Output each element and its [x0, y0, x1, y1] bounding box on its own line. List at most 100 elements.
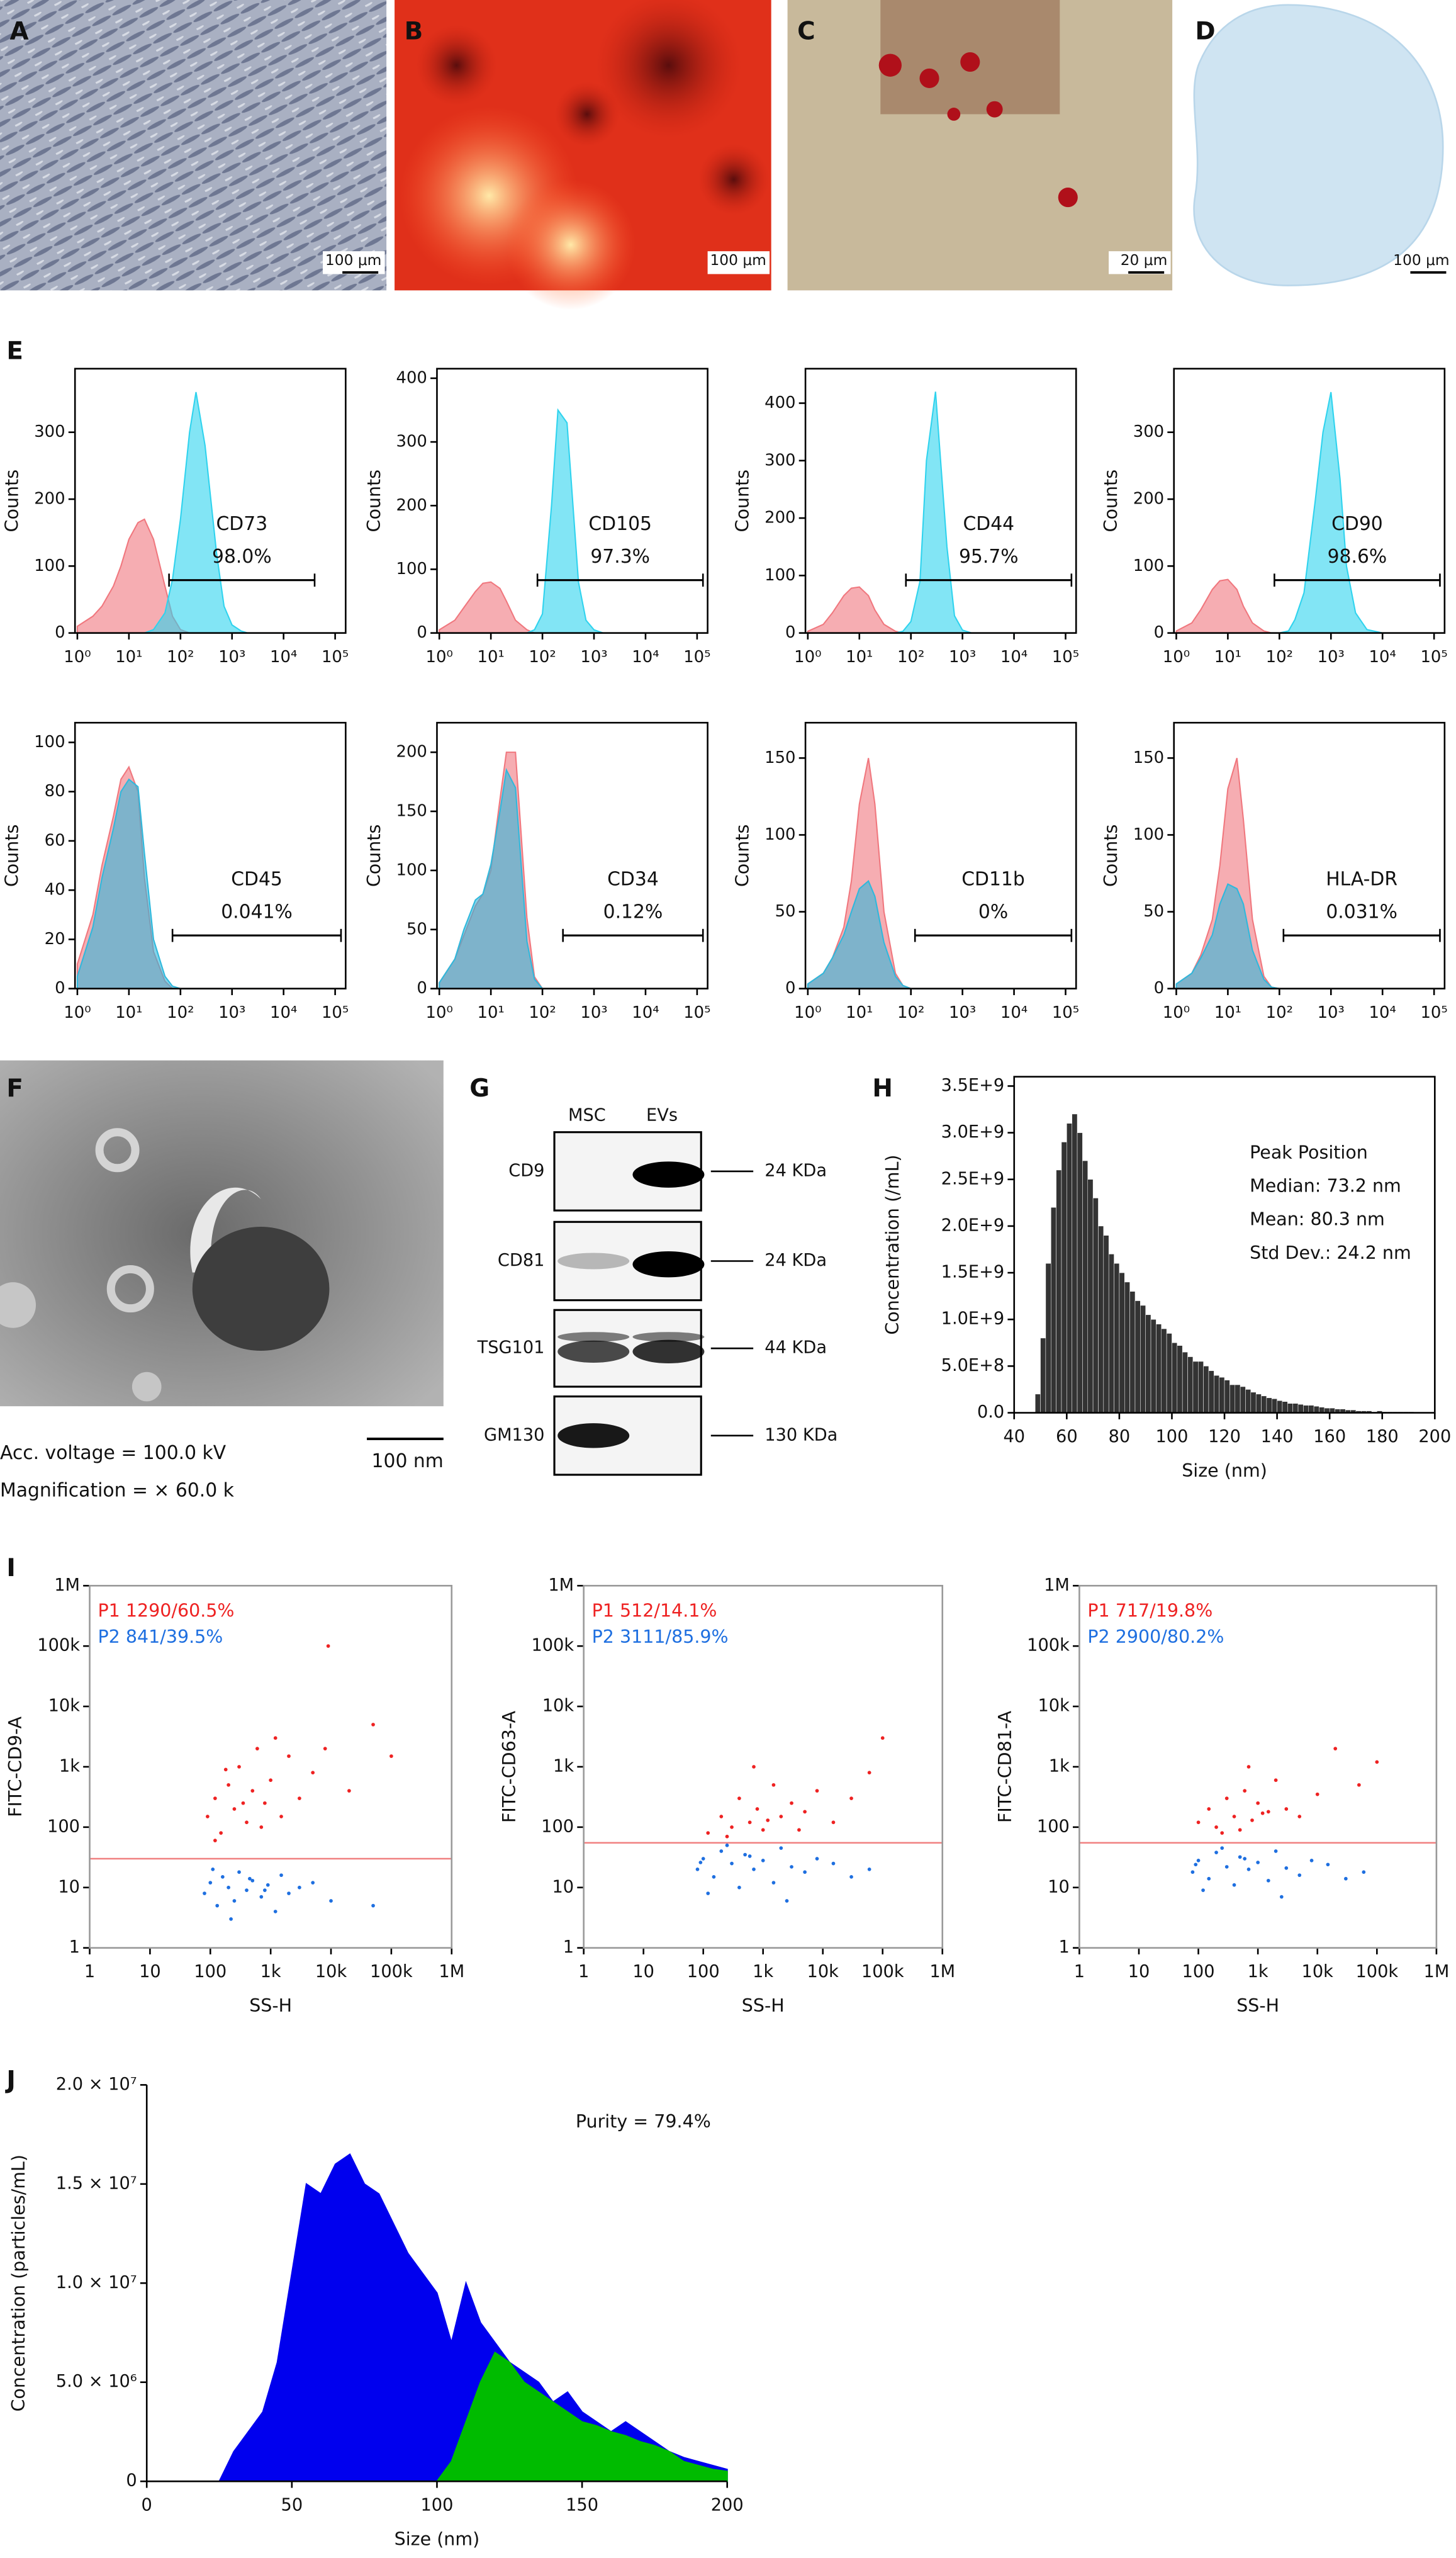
- bar: [1214, 1375, 1219, 1413]
- bar: [1203, 1366, 1209, 1413]
- point: [1250, 1818, 1254, 1822]
- x-tick-label: 160: [1313, 1427, 1346, 1446]
- y-tick-label: 1M: [548, 1575, 574, 1595]
- point: [232, 1807, 237, 1811]
- bar: [1092, 1198, 1099, 1413]
- plot-frame: [583, 1584, 944, 1949]
- bar: [1208, 1370, 1214, 1413]
- point: [725, 1834, 729, 1839]
- point: [1266, 1878, 1270, 1883]
- y-tick-label: 0: [126, 2471, 137, 2491]
- y-tick-label: 1k: [553, 1756, 574, 1776]
- y-tick-label: 150: [764, 748, 795, 767]
- point: [329, 1899, 333, 1903]
- x-tick-label: 100: [1182, 1962, 1215, 1981]
- y-tick-label: 80: [45, 782, 65, 801]
- point: [1284, 1866, 1289, 1870]
- point: [248, 1876, 252, 1881]
- point: [803, 1810, 807, 1814]
- micrograph-c: [787, 0, 1173, 291]
- bar: [1319, 1407, 1325, 1413]
- marker-label: HLA-DR: [1326, 869, 1397, 891]
- annotation: P1 717/19.8%: [1087, 1601, 1212, 1621]
- x-tick-label: 10⁴: [632, 1003, 659, 1022]
- x-tick-label: 10⁵: [1052, 648, 1079, 667]
- x-tick-label: 10⁴: [632, 648, 659, 667]
- x-tick-label: 10²: [1266, 648, 1293, 667]
- point: [223, 1767, 228, 1772]
- point: [1243, 1789, 1247, 1793]
- blot-protein: CD81: [498, 1251, 545, 1270]
- annotation: Mean: 80.3 nm: [1250, 1209, 1385, 1230]
- point: [1238, 1855, 1242, 1859]
- bar: [1240, 1386, 1246, 1413]
- band: [557, 1340, 630, 1363]
- y-tick-label: 200: [396, 743, 427, 762]
- point: [259, 1825, 264, 1829]
- x-tick-label: 100: [1156, 1427, 1189, 1446]
- x-tick-label: 40: [1003, 1427, 1025, 1446]
- y-tick-label: 10: [58, 1877, 80, 1896]
- point: [237, 1870, 241, 1874]
- point: [730, 1825, 734, 1829]
- y-tick-label: 400: [396, 368, 427, 387]
- percent-label: 95.7%: [959, 546, 1019, 568]
- point: [761, 1828, 765, 1832]
- point: [269, 1778, 273, 1783]
- bar: [1313, 1406, 1319, 1413]
- point: [779, 1846, 783, 1850]
- point: [259, 1895, 264, 1899]
- y-tick-label: 300: [396, 432, 427, 451]
- point: [1207, 1807, 1211, 1811]
- y-tick-label: 100k: [531, 1636, 574, 1655]
- percent-label: 0.041%: [221, 901, 293, 923]
- point: [790, 1801, 793, 1805]
- x-tick-label: 10²: [529, 648, 556, 667]
- plot-frame: [74, 721, 347, 989]
- panel-label: G: [469, 1074, 490, 1103]
- bar: [1277, 1400, 1283, 1413]
- x-tick-label: 10¹: [846, 1003, 873, 1022]
- x-tick-label: 10¹: [1214, 648, 1241, 667]
- x-tick-label: 100k: [370, 1962, 413, 1981]
- point: [1196, 1820, 1201, 1825]
- y-axis-label: Counts: [2, 825, 23, 887]
- point: [1344, 1876, 1348, 1881]
- x-axis-label: SS-H: [249, 1995, 292, 2016]
- point: [1274, 1849, 1278, 1853]
- x-tick-label: 10⁴: [270, 1003, 297, 1022]
- point: [263, 1801, 267, 1805]
- bar: [1245, 1389, 1252, 1413]
- y-axis-label: Counts: [732, 470, 753, 532]
- y-axis-label: Counts: [732, 825, 753, 887]
- bar: [1061, 1142, 1067, 1413]
- x-tick-label: 10k: [1302, 1962, 1334, 1981]
- x-tick-label: 10¹: [477, 648, 504, 667]
- x-tick-label: 10¹: [115, 1003, 142, 1022]
- point: [250, 1789, 255, 1793]
- x-tick-label: 1M: [439, 1962, 464, 1981]
- bar: [1224, 1380, 1230, 1413]
- plot-frame: [436, 368, 708, 634]
- panel-label: I: [6, 1554, 15, 1582]
- point: [1260, 1811, 1265, 1815]
- point: [326, 1644, 330, 1648]
- y-tick-label: 0: [785, 623, 795, 642]
- x-axis-label: Size (nm): [1182, 1460, 1267, 1481]
- plot-frame: [1013, 1076, 1436, 1414]
- point: [779, 1815, 783, 1818]
- bar: [1229, 1384, 1236, 1413]
- point: [712, 1875, 716, 1879]
- panel-label: C: [797, 17, 815, 45]
- bar: [1108, 1254, 1114, 1413]
- area: [807, 392, 1014, 634]
- point: [1246, 1868, 1251, 1871]
- plot-frame: [89, 1584, 453, 1949]
- x-tick-label: 10⁵: [683, 648, 710, 667]
- annotation: Median: 73.2 nm: [1250, 1176, 1401, 1197]
- point: [771, 1881, 776, 1885]
- bar: [1145, 1314, 1151, 1413]
- point: [220, 1875, 225, 1879]
- percent-label: 98.0%: [212, 546, 272, 568]
- point: [213, 1796, 217, 1800]
